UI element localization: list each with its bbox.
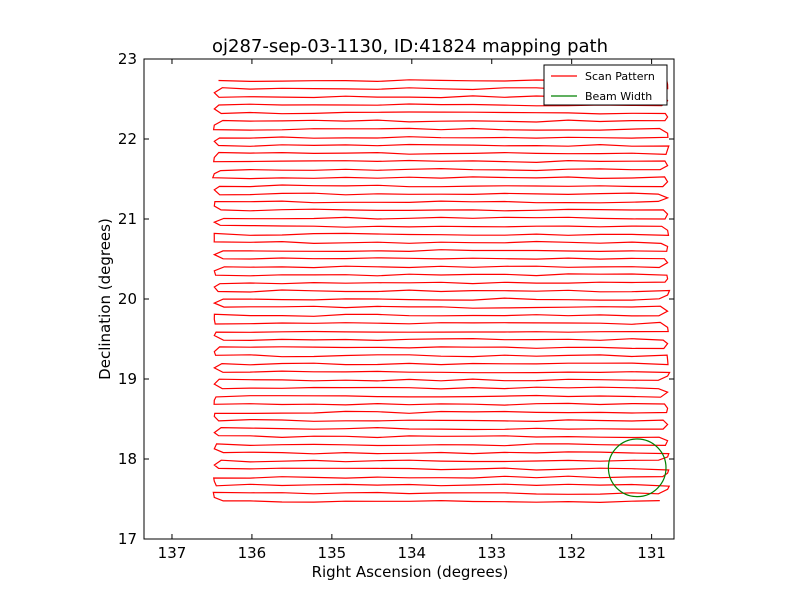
legend-box — [543, 64, 668, 106]
x-tick-label: 134 — [397, 544, 426, 562]
y-tick-label: 19 — [118, 370, 137, 388]
beam-width-circle — [607, 438, 667, 498]
y-axis-label: Declination (degrees) — [96, 218, 114, 380]
y-tick-label: 17 — [118, 530, 137, 548]
chart-title: oj287-sep-03-1130, ID:41824 mapping path — [212, 36, 608, 57]
y-axis: 17 18 19 20 21 22 23 — [118, 50, 674, 548]
x-tick-label: 131 — [637, 544, 666, 562]
x-tick-label: 137 — [158, 544, 187, 562]
legend-label-beam-width: Beam Width — [585, 90, 652, 103]
y-tick-label: 21 — [118, 210, 137, 228]
plot-area — [211, 79, 671, 504]
legend-label-scan-pattern: Scan Pattern — [585, 70, 655, 83]
y-tick-label: 22 — [118, 130, 137, 148]
x-tick-label: 135 — [318, 544, 347, 562]
x-axis-label: Right Ascension (degrees) — [312, 563, 509, 581]
legend: Scan Pattern Beam Width — [543, 64, 668, 106]
y-tick-label: 18 — [118, 450, 137, 468]
x-axis: 137 136 135 134 133 132 131 — [158, 59, 666, 562]
x-tick-label: 132 — [557, 544, 586, 562]
x-tick-label: 136 — [238, 544, 267, 562]
y-tick-label: 20 — [118, 290, 137, 308]
x-tick-label: 133 — [477, 544, 506, 562]
scan-pattern-line — [211, 79, 671, 504]
y-tick-label: 23 — [118, 50, 137, 68]
